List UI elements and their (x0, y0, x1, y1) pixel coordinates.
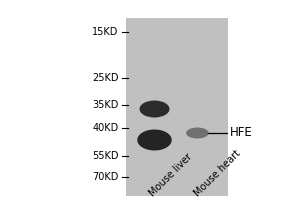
Ellipse shape (186, 128, 209, 138)
Text: Mouse heart: Mouse heart (192, 148, 243, 198)
Text: 40KD: 40KD (92, 123, 119, 133)
Text: Mouse liver: Mouse liver (147, 151, 194, 198)
Ellipse shape (140, 100, 169, 117)
Text: 55KD: 55KD (92, 151, 118, 161)
Text: 35KD: 35KD (92, 100, 118, 110)
Text: HFE: HFE (230, 127, 252, 140)
Text: 15KD: 15KD (92, 27, 118, 37)
Text: 70KD: 70KD (92, 172, 118, 182)
Text: 25KD: 25KD (92, 73, 118, 83)
Ellipse shape (137, 130, 172, 150)
Bar (126, 18, 228, 196)
